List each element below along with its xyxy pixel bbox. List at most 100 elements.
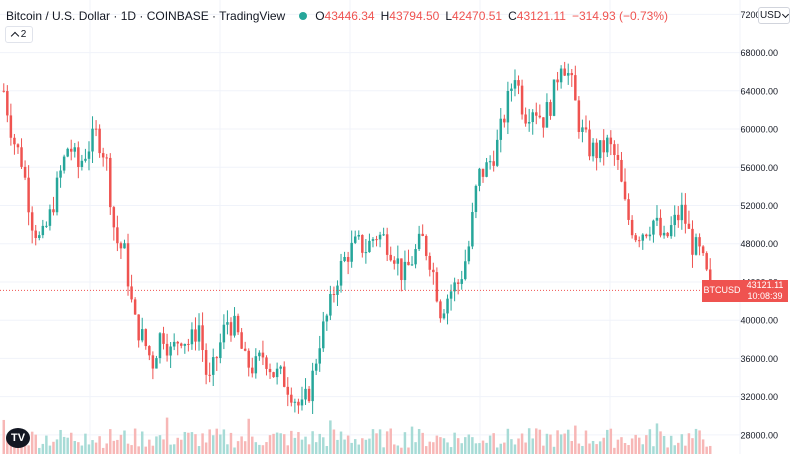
candle-body: [151, 355, 155, 369]
volume-bar: [258, 444, 261, 454]
volume-bar: [581, 445, 584, 454]
symbol-title[interactable]: Bitcoin / U.S. Dollar · 1D · COINBASE · …: [6, 9, 286, 23]
candle-body: [673, 214, 676, 226]
candle-body: [382, 234, 385, 236]
volume-bar: [165, 417, 169, 454]
volume-bar: [393, 444, 396, 454]
candle-body: [708, 269, 712, 291]
candle-body: [16, 144, 20, 148]
volume-bar: [38, 447, 41, 454]
candle-body: [73, 147, 77, 152]
volume-bar: [520, 433, 524, 454]
candle-body: [694, 237, 698, 255]
volume-bar: [98, 436, 101, 454]
volume-bar: [297, 432, 300, 454]
price-axis[interactable]: 72000.0068000.0064000.0060000.0056000.00…: [740, 10, 778, 441]
volume-bar: [691, 438, 694, 454]
candle-body: [176, 341, 179, 344]
volume-bar: [677, 442, 680, 454]
candle-body: [240, 332, 243, 349]
candle-body: [485, 162, 488, 177]
volume-bar: [155, 436, 158, 454]
volume-bar: [243, 441, 247, 454]
currency-select[interactable]: USD: [758, 7, 790, 24]
tradingview-logo-icon[interactable]: TV: [6, 428, 30, 448]
candle-body: [38, 235, 41, 239]
candle-body: [233, 315, 236, 336]
candle-body: [527, 122, 531, 124]
volume-bar: [449, 447, 453, 454]
volume-bar: [300, 439, 304, 454]
volume-bar: [602, 437, 605, 454]
candle-body: [183, 343, 187, 346]
candle-body: [123, 243, 126, 249]
candle-body: [98, 128, 101, 154]
candle-body: [101, 153, 105, 158]
volume-bar: [59, 429, 62, 454]
candle-body: [400, 258, 403, 281]
candle-body: [9, 115, 13, 138]
candle-body: [180, 343, 183, 346]
volume-bar: [27, 445, 30, 454]
volume-bar: [552, 446, 556, 454]
volume-bar: [48, 445, 52, 454]
volume-bar: [236, 441, 240, 454]
indicators-toggle-button[interactable]: 2: [5, 26, 33, 43]
volume-bar: [559, 434, 563, 454]
candle-body: [435, 272, 439, 302]
price-candles: [2, 61, 712, 415]
candle-body: [148, 346, 151, 356]
candle-body: [187, 343, 190, 345]
volume-bar: [194, 434, 197, 454]
volume-bar: [190, 432, 194, 454]
volume-bar: [464, 437, 467, 454]
candle-body: [144, 329, 148, 347]
candle-body: [109, 157, 112, 208]
candle-body: [524, 114, 527, 124]
volume-bar: [467, 434, 471, 454]
candle-body: [634, 235, 637, 241]
candle-body: [62, 156, 66, 171]
volume-bar: [325, 446, 329, 454]
volume-bar: [158, 435, 162, 454]
candle-body: [655, 217, 659, 221]
volume-bar: [109, 429, 112, 454]
volume-bar: [556, 430, 559, 454]
candle-body: [268, 368, 272, 373]
volume-bar: [201, 433, 204, 454]
candle-body: [620, 159, 623, 182]
candle-body: [464, 261, 467, 280]
volume-bar: [77, 442, 80, 454]
candle-body: [133, 299, 137, 315]
volume-bar: [488, 435, 492, 454]
y-tick-label: 48000.00: [740, 239, 778, 249]
low-label: L: [445, 9, 453, 23]
volume-bar: [517, 438, 520, 454]
candle-body: [80, 160, 84, 167]
volume-bar: [62, 436, 66, 454]
candle-body: [410, 264, 414, 266]
candle-body: [563, 68, 566, 76]
candle-body: [439, 301, 442, 319]
volume-bar: [503, 442, 506, 454]
candle-body: [116, 227, 119, 244]
volume-bar: [336, 439, 339, 454]
volume-bar: [471, 437, 474, 454]
candle-body: [559, 68, 563, 83]
candle-body: [698, 237, 701, 247]
volume-bar: [307, 444, 311, 454]
candle-body: [94, 128, 98, 130]
candle-body: [393, 260, 396, 264]
volume-bar: [645, 435, 648, 454]
volume-bar: [637, 437, 641, 454]
price-grid: [0, 0, 750, 454]
candle-body: [414, 249, 417, 265]
volume-bar: [254, 442, 258, 454]
volume-bar: [318, 433, 321, 454]
candle-body: [13, 137, 16, 145]
volume-bar: [492, 433, 495, 454]
candle-body: [130, 286, 133, 300]
volume-bar: [549, 434, 552, 454]
volume-bar: [485, 442, 488, 454]
